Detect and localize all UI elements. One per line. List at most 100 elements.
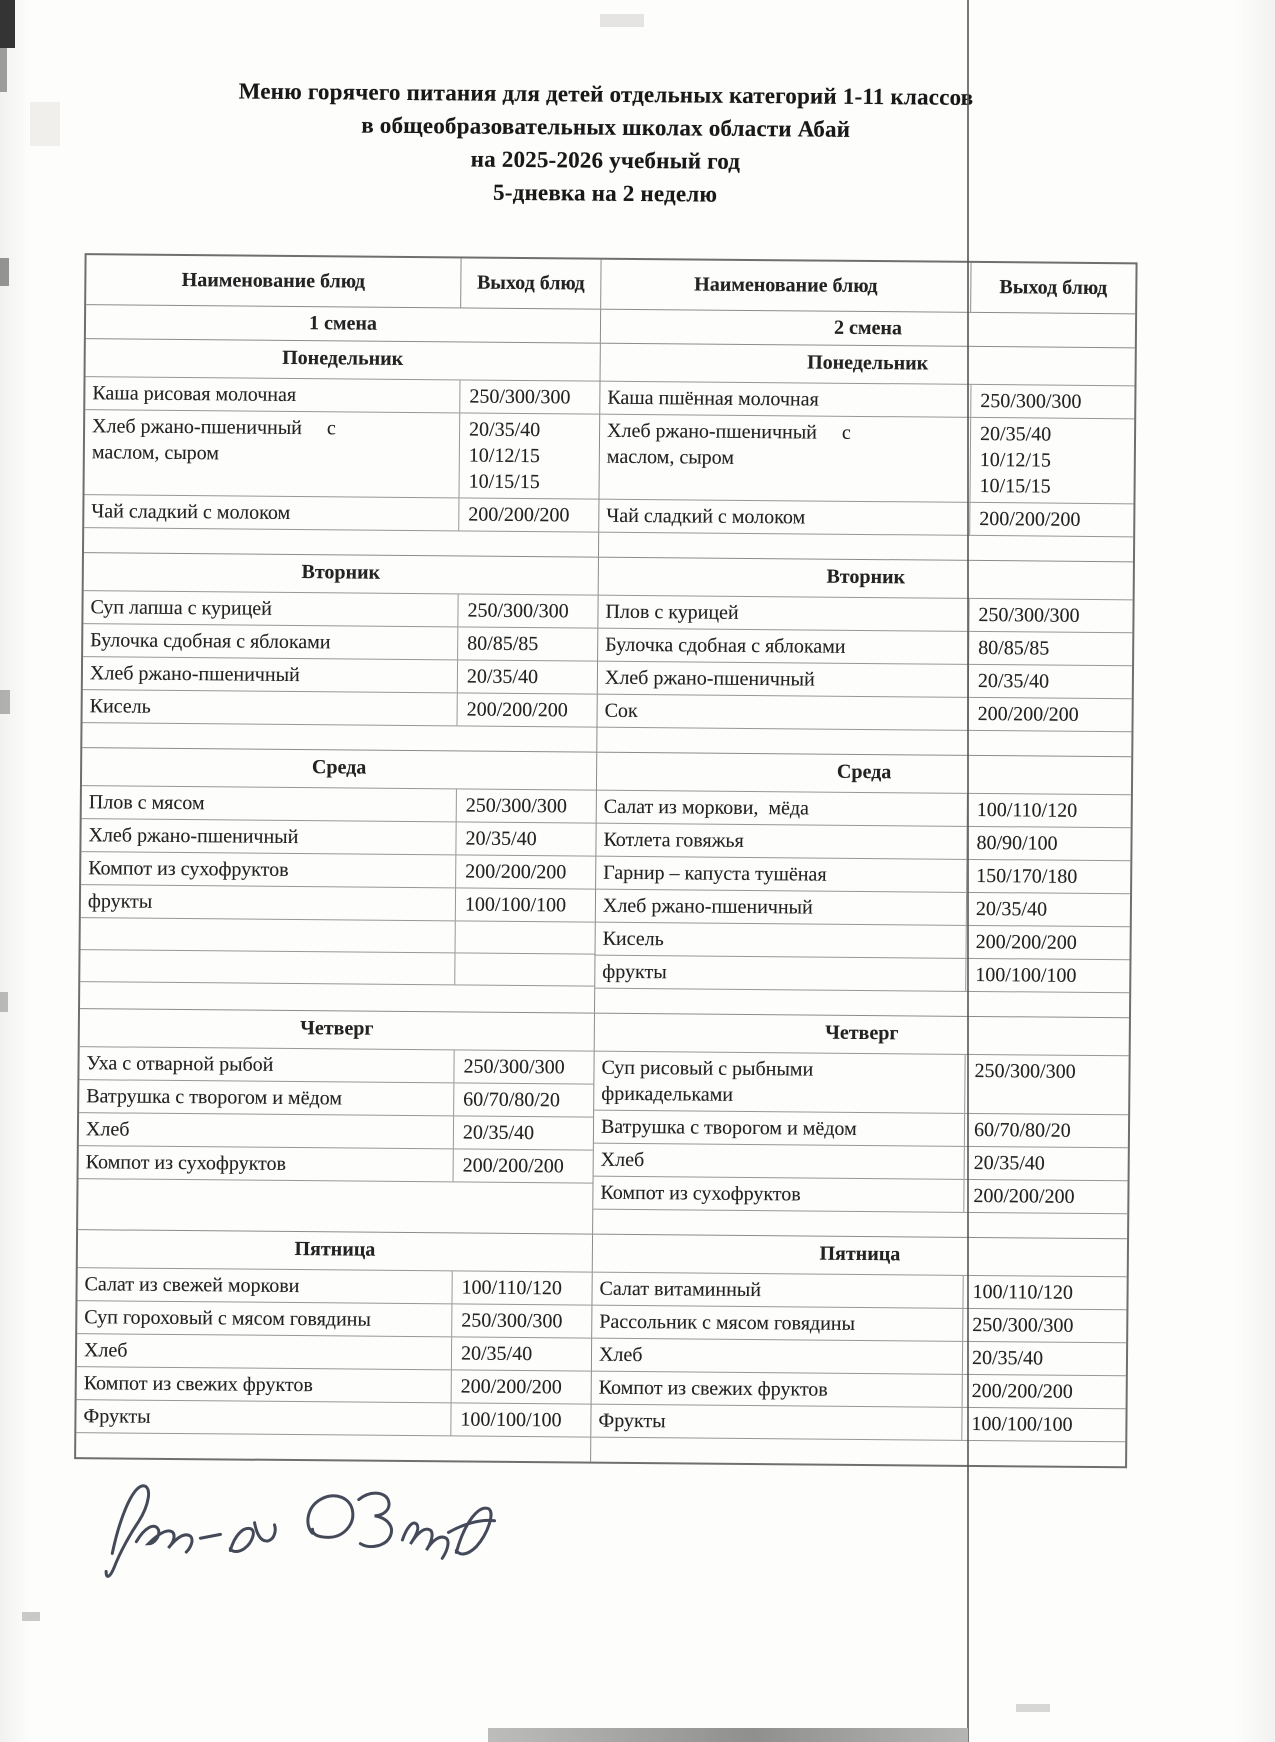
menu-item-row: Хлеб ржано-пшеничный с маслом, сыром 20/3… xyxy=(84,409,600,499)
dish-name-cell: Котлета говяжья xyxy=(603,828,744,852)
menu-item-row: Плов с курицей 250/300/300 xyxy=(598,594,1133,633)
dish-output-cell: 20/35/40 xyxy=(456,660,598,694)
menu-item-row: Чай сладкий с молоком 200/200/200 xyxy=(84,494,599,532)
dish-output-cell: 250/300/300 xyxy=(451,1304,592,1338)
menu-item-row: Рассольник с мясом говядины 250/300/300 xyxy=(592,1304,1127,1343)
header-name-left: Наименование блюд xyxy=(181,269,366,293)
dish-output-cell: 100/110/120 xyxy=(966,793,1131,828)
menu-item-row: Хлеб 20/35/40 xyxy=(591,1337,1127,1376)
day-label: Пятница xyxy=(819,1242,901,1266)
dish-name-cell: Компот из свежих фруктов xyxy=(83,1372,313,1397)
dish-output-cell: 100/100/100 xyxy=(965,958,1130,993)
dish-name-cell: Компот из сухофруктов xyxy=(85,1151,287,1175)
menu-item-row: Хлеб ржано-пшеничный 20/35/40 xyxy=(597,660,1133,699)
dish-name-cell: Кисель xyxy=(602,927,664,951)
dish-output-cell: 200/200/200 xyxy=(965,925,1130,960)
dish-name-cell: Салат из свежей моркови xyxy=(84,1273,300,1298)
dish-name-cell: Булочка сдобная с яблоками xyxy=(605,633,846,658)
day-label: Четверг xyxy=(300,1017,374,1040)
menu-item-row: фрукты 100/100/100 xyxy=(80,884,596,922)
dish-output-cell: 250/300/300 xyxy=(968,598,1133,633)
menu-item-row: Хлеб ржано-пшеничный с маслом, сыром 20/3… xyxy=(599,413,1135,504)
dish-name-cell: Хлеб ржано-пшеничный с маслом, сыром xyxy=(91,415,336,465)
menu-item-row: Хлеб 20/35/40 xyxy=(593,1142,1128,1181)
dish-output-cell: 20/35/40 xyxy=(965,892,1131,927)
menu-item-row: Компот из сухофруктов 200/200/200 xyxy=(81,851,596,889)
dish-name-cell: Хлеб ржано-пшеничный с маслом, сыром xyxy=(606,419,851,469)
dish-output-cell: 200/200/200 xyxy=(963,1179,1128,1214)
dish-output-cell: 250/300/300 xyxy=(459,380,600,414)
empty-filler-row xyxy=(595,987,1130,1018)
scan-artifact-smudge xyxy=(600,14,644,27)
menu-item-row: Компот из сухофруктов 200/200/200 xyxy=(78,1145,593,1183)
menu-item-row: Компот из сухофруктов 200/200/200 xyxy=(593,1175,1128,1214)
dish-output-cell: 200/200/200 xyxy=(450,1370,591,1404)
dish-name-cell: Кисель xyxy=(89,695,151,718)
thursday-left-half: Четверг Уха с отварной рыбой 250/300/300 Ва… xyxy=(78,1009,594,1234)
menu-item-row: Кисель 200/200/200 xyxy=(595,921,1130,960)
dish-name-cell: Суп рисовый с рыбными фрикадельками xyxy=(601,1056,814,1106)
menu-item-row: фрукты 100/100/100 xyxy=(595,954,1130,993)
dish-name-cell: Салат витаминный xyxy=(599,1277,762,1302)
dish-name-cell: Хлеб ржано-пшеничный xyxy=(88,824,299,849)
day-label: Вторник xyxy=(826,565,906,589)
day-label: Вторник xyxy=(301,561,381,584)
menu-item-row: Сок 200/200/200 xyxy=(597,693,1132,732)
dish-output-cell: 250/300/300 xyxy=(964,1054,1129,1115)
dish-name-cell: Уха с отварной рыбой xyxy=(86,1052,274,1076)
dish-output-cell: 250/300/300 xyxy=(962,1308,1127,1343)
menu-item-row: Салат из свежей моркови 100/110/120 xyxy=(77,1267,592,1305)
menu-item-row: Булочка сдобная с яблоками 80/85/85 xyxy=(598,627,1133,666)
empty-filler-row xyxy=(84,527,599,557)
day-label: Понедельник xyxy=(807,351,929,375)
header-name-right: Наименование блюд xyxy=(600,259,971,312)
dish-output-cell: 80/90/100 xyxy=(966,826,1131,861)
dish-output-cell: 250/300/300 xyxy=(455,789,596,823)
dish-name-cell: Хлеб xyxy=(598,1343,643,1367)
menu-item-row: Каша пшённая молочная 250/300/300 xyxy=(600,380,1135,419)
friday-right-half: Пятница Салат витаминный 100/110/120 Рассол… xyxy=(590,1234,1128,1467)
menu-item-row: Фрукты 100/100/100 xyxy=(591,1403,1126,1442)
dish-name-cell: Хлеб ржано-пшеничный xyxy=(89,662,300,687)
empty-filler-row xyxy=(82,722,597,752)
menu-item-row: Хлеб ржано-пшеничный 20/35/40 xyxy=(595,888,1131,927)
dish-name-cell: Плов с мясом xyxy=(88,791,205,815)
monday-right-half: Понедельник Каша пшённая молочная 250/300/… xyxy=(597,343,1135,562)
menu-item-row: Ватрушка с творогом и мёдом 60/70/80/20 xyxy=(79,1079,594,1117)
menu-item-row: Хлеб ржано-пшеничный 20/35/40 xyxy=(82,656,598,694)
dish-name-cell: Булочка сдобная с яблоками xyxy=(90,629,331,654)
empty-filler-row xyxy=(80,981,595,1013)
menu-item-row: Гарнир – капуста тушёная 150/170/180 xyxy=(596,855,1131,894)
menu-item-row: Кисель 200/200/200 xyxy=(82,689,597,727)
menu-item-row: Ватрушка с творогом и мёдом 60/70/80/20 xyxy=(593,1109,1129,1148)
tuesday-right-half: Вторник Плов с курицей 250/300/300 Булочка … xyxy=(596,557,1133,757)
dish-output-cell: 20/35/40 xyxy=(963,1146,1128,1181)
day-block-friday: Пятница Салат из свежей моркови 100/110/12… xyxy=(76,1229,1128,1467)
scan-artifact-smudge xyxy=(30,102,60,146)
menu-item-row: Хлеб ржано-пшеничный 20/35/40 xyxy=(81,818,596,856)
dish-name-cell: Хлеб ржано-пшеничный xyxy=(602,894,813,919)
day-block-wednesday: Среда Плов с мясом 250/300/300 Хлеб ржано-п… xyxy=(80,747,1132,1018)
empty-filler-row xyxy=(78,1178,593,1234)
menu-item-row: Компот из свежих фруктов 200/200/200 xyxy=(76,1366,591,1404)
menu-item-row: Чай сладкий с молоком 200/200/200 xyxy=(599,498,1134,537)
dish-name-cell: Компот из свежих фруктов xyxy=(598,1376,828,1401)
dish-output-cell: 250/300/300 xyxy=(970,384,1135,419)
dish-output-cell: 80/85/85 xyxy=(457,627,598,661)
dish-output-cell xyxy=(454,921,595,954)
empty-filler-row xyxy=(593,1208,1128,1239)
dish-name-cell: Компот из сухофруктов xyxy=(600,1181,801,1206)
title-line-4: 5-дневка на 2 неделю xyxy=(493,179,718,207)
thursday-right-half: Четверг Суп рисовый с рыбными фрикаделька… xyxy=(592,1013,1129,1239)
dish-output-cell: 200/200/200 xyxy=(458,498,599,532)
dish-name-cell: Ватрушка с творогом и мёдом xyxy=(600,1115,857,1140)
dish-output-cell: 100/100/100 xyxy=(450,1403,591,1437)
dish-output-cell: 100/100/100 xyxy=(961,1407,1126,1442)
day-blocks: Понедельник Каша рисовая молочная 250/300/… xyxy=(76,338,1135,1467)
day-block-monday: Понедельник Каша рисовая молочная 250/300/… xyxy=(84,338,1135,562)
empty-filler-row xyxy=(591,1436,1126,1467)
menu-item-row: Хлеб 20/35/40 xyxy=(76,1333,592,1371)
dish-output-cell: 80/85/85 xyxy=(968,631,1133,666)
